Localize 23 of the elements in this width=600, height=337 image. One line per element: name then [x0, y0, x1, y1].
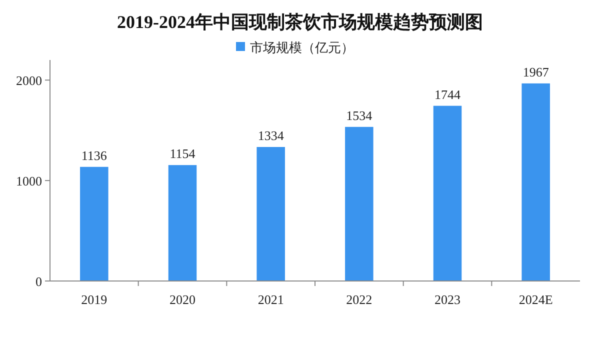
x-tick-label: 2022	[346, 292, 372, 307]
x-tick-label: 2024E	[518, 292, 553, 307]
data-label: 1534	[346, 108, 373, 123]
data-label: 1744	[434, 86, 461, 102]
x-tick-label: 2023	[434, 292, 460, 307]
bar	[433, 106, 462, 281]
x-tick-label: 2019	[81, 292, 108, 307]
bar	[256, 146, 285, 281]
x-tick-label: 2021	[258, 292, 284, 307]
bar	[345, 126, 374, 281]
data-label: 1136	[81, 148, 108, 163]
x-tick-label: 2020	[170, 292, 196, 307]
bar	[80, 166, 108, 281]
data-label: 1334	[258, 128, 284, 143]
data-label: 1967	[522, 64, 550, 80]
bar	[168, 165, 197, 281]
y-tick-label: 2000	[16, 73, 42, 88]
bar	[522, 83, 550, 281]
legend: 市场规模（亿元）	[236, 41, 354, 56]
y-tick-label: 0	[36, 274, 42, 289]
data-label: 1154	[170, 146, 196, 162]
chart-title: 2019-2024年中国现制茶饮市场规模趋势预测图	[117, 12, 483, 32]
y-tick-label: 1000	[16, 174, 42, 189]
